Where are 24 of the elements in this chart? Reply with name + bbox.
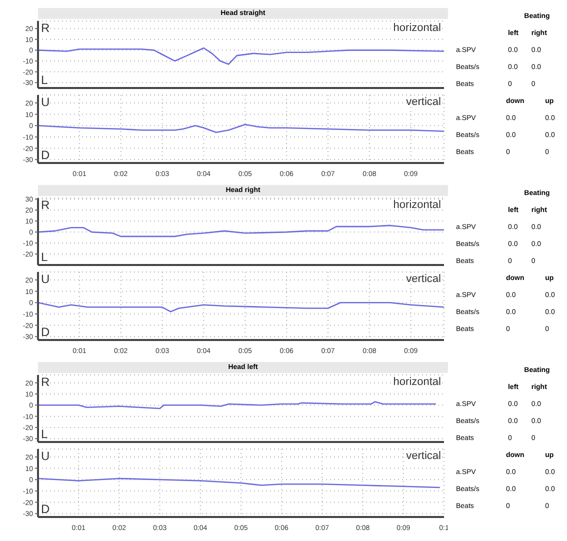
annotation: U <box>41 449 50 463</box>
line-series <box>38 478 441 488</box>
chart-subtitle: vertical <box>406 450 441 462</box>
chart-subtitle: horizontal <box>393 199 441 211</box>
chart-subtitle: vertical <box>406 96 441 108</box>
chart-subtitle: horizontal <box>393 376 441 388</box>
line-series <box>38 224 444 238</box>
annotation: L <box>41 73 48 87</box>
chart-subtitle: vertical <box>406 273 441 285</box>
annotation: L <box>41 250 48 264</box>
line-series <box>38 302 444 312</box>
annotation: D <box>41 325 50 339</box>
annotation: D <box>41 148 50 162</box>
chart-subtitle: horizontal <box>393 22 441 34</box>
annotation: R <box>41 375 50 389</box>
line-series <box>38 124 444 134</box>
annotation: R <box>41 21 50 35</box>
line-series <box>38 401 437 410</box>
line-series <box>38 47 444 65</box>
annotation: D <box>41 502 50 516</box>
annotation: L <box>41 427 48 441</box>
annotation: U <box>41 272 50 286</box>
annotation: U <box>41 95 50 109</box>
annotation: R <box>41 198 50 212</box>
